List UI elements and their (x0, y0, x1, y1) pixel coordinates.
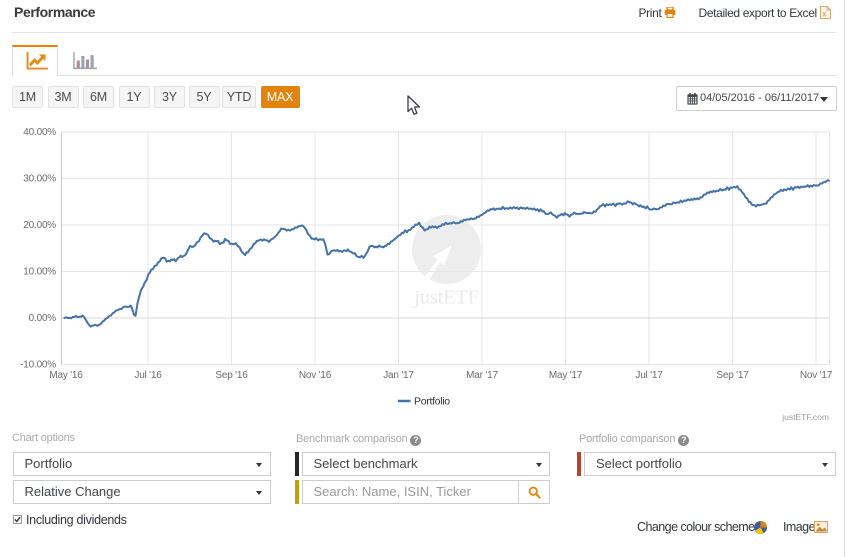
svg-text:Mar '17: Mar '17 (466, 370, 498, 381)
svg-text:Jul '16: Jul '16 (134, 370, 162, 381)
svg-text:10.00%: 10.00% (23, 267, 56, 278)
svg-text:30.00%: 30.00% (23, 174, 56, 185)
svg-text:x: x (822, 10, 826, 19)
svg-text:Jul '17: Jul '17 (635, 370, 663, 381)
svg-text:May '17: May '17 (549, 370, 583, 381)
svg-text:justETF.com: justETF.com (781, 412, 829, 422)
svg-text:20.00%: 20.00% (23, 220, 56, 231)
svg-text:-10.00%: -10.00% (20, 360, 56, 371)
svg-text:Sep '16: Sep '16 (215, 370, 248, 381)
svg-text:Nov '16: Nov '16 (299, 370, 332, 381)
svg-text:justETF: justETF (413, 287, 478, 309)
svg-text:May '16: May '16 (49, 370, 83, 381)
svg-text:Nov '17: Nov '17 (800, 370, 833, 381)
svg-text:Portfolio: Portfolio (414, 396, 450, 408)
svg-text:0.00%: 0.00% (29, 313, 57, 324)
svg-text:40.00%: 40.00% (23, 127, 56, 138)
svg-text:Sep '17: Sep '17 (716, 370, 749, 381)
svg-text:Jan '17: Jan '17 (383, 370, 414, 381)
